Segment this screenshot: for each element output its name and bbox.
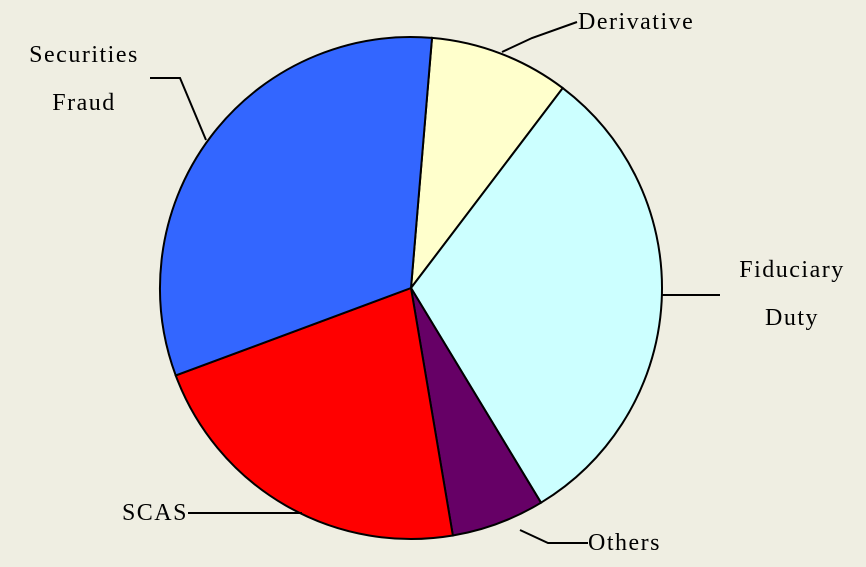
pie-slice — [409, 36, 565, 292]
slice-label: Fiduciary Duty — [739, 257, 845, 331]
slice-label: SCAS — [121, 500, 188, 526]
leader-line — [150, 77, 207, 141]
slice-label: Securities Fraud — [29, 42, 139, 116]
slice-label: Others — [588, 530, 661, 556]
pie-slice — [159, 36, 434, 377]
leader-line — [501, 21, 578, 53]
leader-line — [519, 529, 588, 544]
pie-slice — [409, 86, 663, 505]
slice-label: Derivative — [578, 9, 695, 35]
